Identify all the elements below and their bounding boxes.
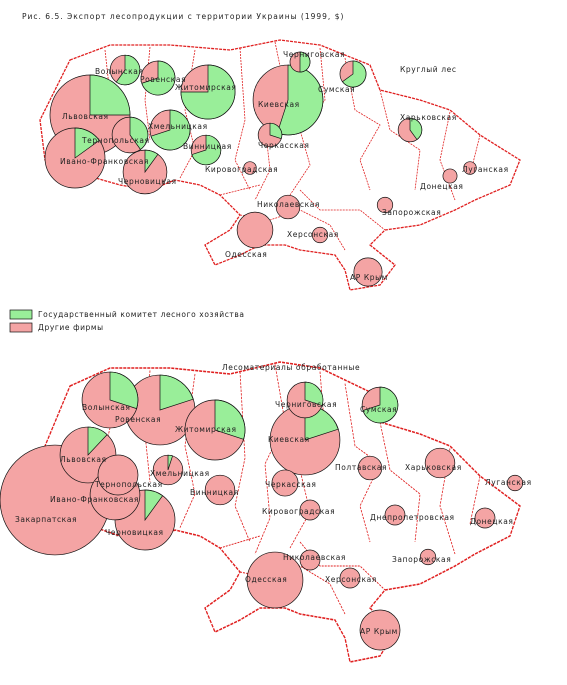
region-label: Кировоградская	[262, 507, 335, 516]
pie-state-share	[180, 64, 236, 120]
pie-total	[424, 447, 456, 479]
region-label: Николаевская	[257, 200, 320, 209]
figure-title: Рис. 6.5. Экспорт лесопродукции с террит…	[22, 12, 344, 21]
pie-state-share	[87, 426, 108, 456]
pie-state-share	[362, 386, 399, 424]
region-label: Черновицкая	[105, 528, 164, 537]
region-label: Волынская	[82, 403, 131, 412]
region-label: Харьковская	[405, 463, 462, 472]
region-label: АР Крым	[350, 273, 388, 282]
region-label: Одесская	[225, 250, 267, 259]
pie-total	[299, 549, 321, 571]
pie-total	[506, 474, 524, 492]
region-label: Черниговская	[283, 50, 345, 59]
pie-state-share	[191, 134, 222, 166]
region-label: Одесская	[245, 575, 287, 584]
legend-label: Другие фирмы	[38, 323, 104, 332]
region-label: Львовская	[62, 112, 109, 121]
region-label: Ровенская	[140, 75, 186, 84]
pie-total	[339, 567, 361, 589]
region-label: Львовская	[60, 455, 107, 464]
region-label: Николаевская	[283, 553, 346, 562]
region-label: Кировоградская	[205, 165, 278, 174]
pie-total	[353, 257, 383, 287]
region-label: АР Крым	[360, 627, 398, 636]
region-label: Винницкая	[183, 142, 232, 151]
pie-total	[236, 211, 274, 249]
region-label: Волынская	[95, 67, 144, 76]
region-label: Хмельницкая	[148, 122, 208, 131]
pie-total	[299, 499, 321, 521]
region-label: Донецкая	[470, 517, 514, 526]
region-label: Ивано-Франковская	[60, 157, 149, 166]
region-label: Сумская	[360, 405, 397, 414]
pie-total	[384, 504, 406, 526]
pie-total	[357, 455, 383, 481]
region-label: Винницкая	[190, 488, 239, 497]
pie-total	[275, 194, 301, 220]
pie-total	[271, 469, 299, 497]
pie-state-share	[129, 116, 149, 150]
region-label: Житомирская	[175, 83, 237, 92]
region-label: Херсонская	[325, 575, 377, 584]
region-label: Херсонская	[287, 230, 339, 239]
pie-total	[474, 507, 496, 529]
pie-state-share	[304, 381, 324, 406]
pie-state-share	[109, 371, 139, 410]
pie-total	[97, 454, 139, 496]
pie-total	[359, 609, 401, 651]
pie-state-share	[89, 74, 131, 116]
pie-total	[204, 474, 236, 506]
map-label: Круглый лес	[400, 65, 457, 74]
pie-state-share	[409, 117, 423, 141]
pie-total	[311, 226, 329, 244]
pie-state-share	[144, 149, 159, 174]
region-label: Хмельницкая	[150, 469, 210, 478]
region-label: Черновицкая	[118, 177, 177, 186]
pie-state-share	[214, 399, 246, 440]
pie-state-share	[141, 60, 176, 96]
region-label: Закарпатская	[15, 515, 77, 524]
region-label: Запорожская	[382, 208, 441, 217]
pie-state-share	[299, 51, 311, 73]
legend-swatch	[9, 322, 33, 333]
region-label: Сумская	[318, 85, 355, 94]
pie-state-share	[159, 374, 194, 411]
pie-total	[246, 551, 304, 609]
pie-total	[243, 161, 257, 175]
region-label: Житомирская	[175, 425, 237, 434]
pie-state-share	[167, 454, 174, 471]
pie-state-share	[269, 122, 283, 140]
pie-total	[463, 161, 477, 175]
pie-state-share	[144, 489, 164, 522]
region-label: Днепропетровская	[370, 513, 455, 522]
region-label: Ровенская	[115, 415, 161, 424]
region-label: Тернопольская	[94, 480, 163, 489]
region-label: Ивано-Франковская	[50, 495, 139, 504]
pie-state-share	[150, 109, 191, 151]
region-label: Киевская	[268, 435, 310, 444]
region-label: Киевская	[258, 100, 300, 109]
region-label: Полтавская	[335, 463, 387, 472]
pie-state-share	[74, 127, 100, 159]
legend-label: Государственный комитет лесного хозяйств…	[38, 310, 245, 319]
region-label: Харьковская	[400, 113, 457, 122]
region-label: Луганская	[462, 165, 509, 174]
pie-total	[442, 168, 458, 184]
pie-state-share	[115, 54, 141, 86]
region-label: Черкасская	[258, 141, 310, 150]
region-label: Донецкая	[420, 182, 464, 191]
pie-total	[376, 196, 394, 214]
region-label: Черниговская	[275, 400, 337, 409]
pie-state-share	[341, 60, 367, 88]
region-label: Луганская	[485, 478, 532, 487]
map-label: Лесоматериалы обработанные	[222, 363, 360, 372]
pie-total	[419, 548, 437, 566]
region-label: Черкасская	[265, 480, 317, 489]
region-label: Запорожская	[392, 555, 451, 564]
region-label: Тернопольская	[81, 136, 150, 145]
legend-swatch	[9, 309, 33, 320]
